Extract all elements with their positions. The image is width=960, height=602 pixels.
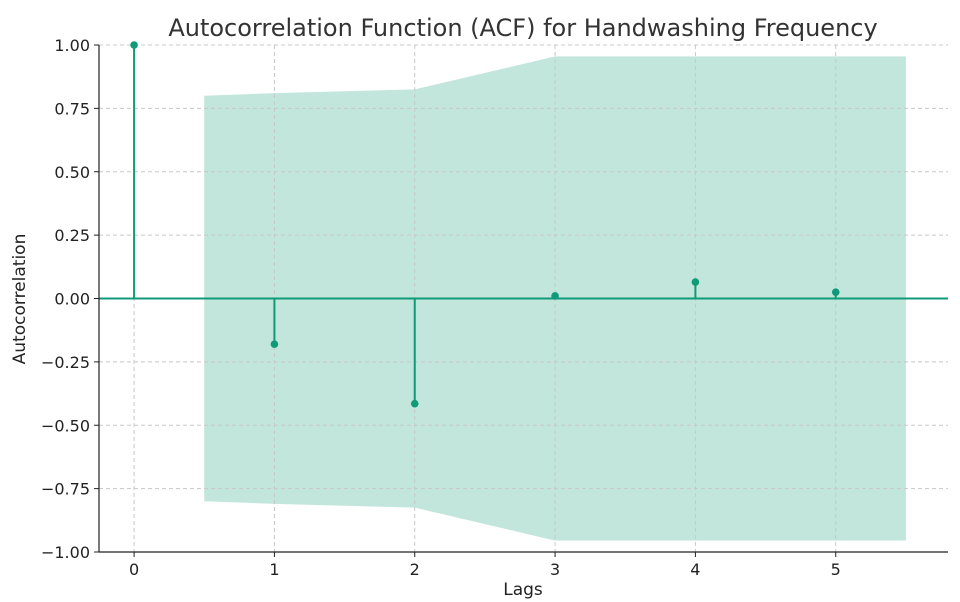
acf-marker [551, 292, 559, 300]
x-tick-label: 4 [690, 560, 700, 579]
x-tick-label: 5 [831, 560, 841, 579]
y-tick-label: −0.25 [41, 353, 90, 372]
y-tick-label: −1.00 [41, 543, 90, 562]
acf-marker [691, 278, 700, 286]
y-tick-label: 0.75 [54, 99, 90, 118]
stem-layer [99, 41, 948, 408]
y-tick-label: 1.00 [54, 36, 90, 55]
x-tick-label: 1 [269, 560, 279, 579]
x-tick-label: 2 [410, 560, 420, 579]
acf-marker [130, 41, 138, 49]
acf-marker [410, 399, 419, 408]
y-tick-label: −0.75 [41, 480, 90, 499]
y-axis-label: Autocorrelation [10, 234, 30, 365]
y-tick-label: −0.50 [41, 416, 90, 435]
tick-layer: 0 1 2 3 4 5 1.00 0.75 0.50 0.25 0.00 −0.25 −0.50 −0.7… [41, 36, 841, 579]
acf-marker [270, 340, 279, 348]
y-tick-label: 0.25 [54, 226, 90, 245]
y-tick-label: 0.50 [54, 163, 90, 182]
y-tick-label: 0.00 [54, 290, 90, 309]
x-tick-label: 3 [550, 560, 560, 579]
x-tick-label: 0 [129, 560, 139, 579]
x-axis-label: Lags [503, 580, 543, 600]
acf-marker [831, 288, 840, 296]
chart-title: Autocorrelation Function (ACF) for Handw… [168, 14, 877, 42]
